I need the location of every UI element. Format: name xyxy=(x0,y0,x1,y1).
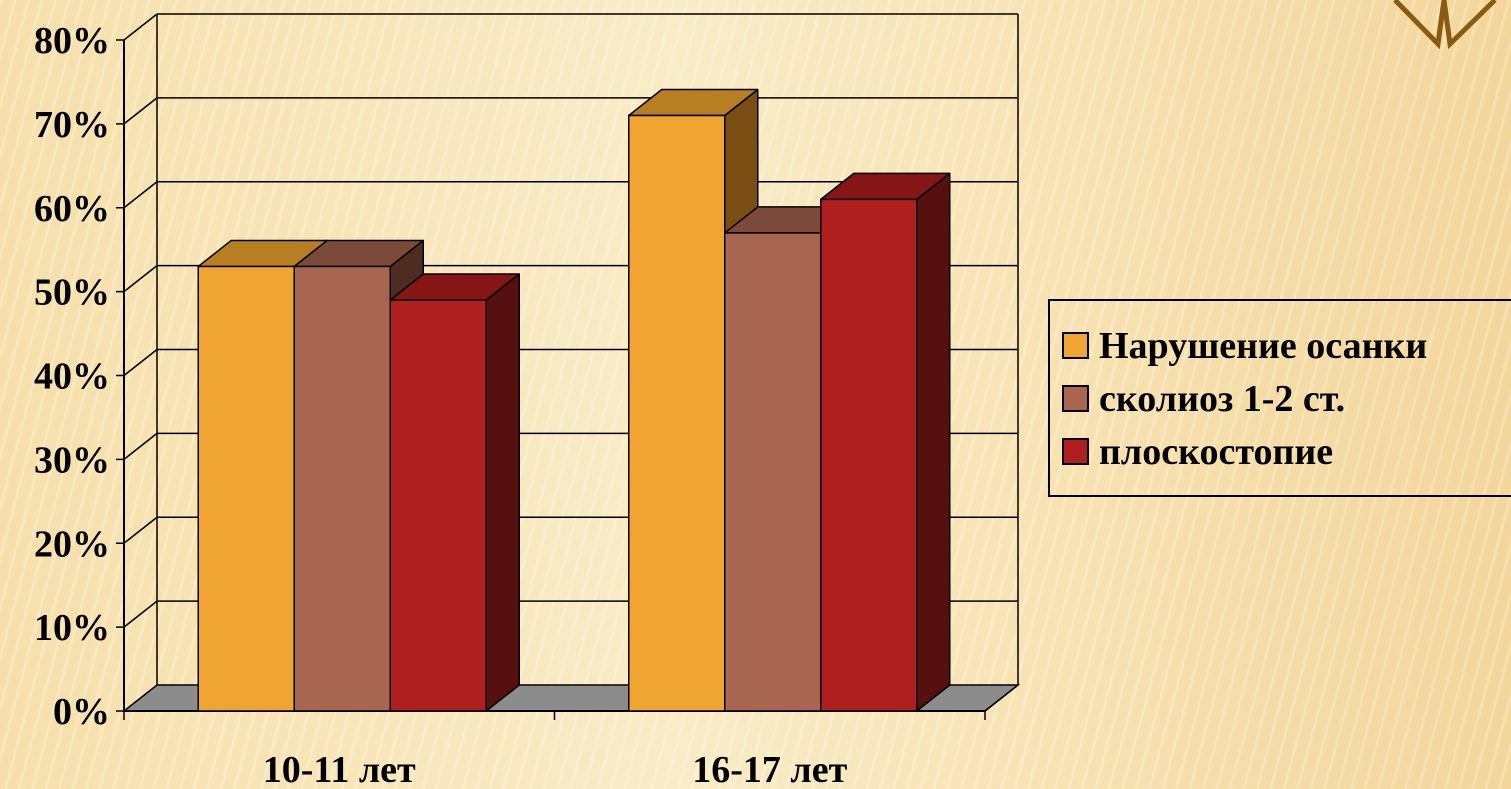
legend-item-series-3: плоскостопие xyxy=(1062,425,1511,478)
legend-item-series-2: сколиоз 1-2 ст. xyxy=(1062,372,1511,425)
floor-right-edge xyxy=(984,684,1019,712)
legend-label-series-1: Нарушение осанки xyxy=(1099,324,1428,367)
gridline-side-5 xyxy=(123,265,158,293)
bar-front-1-3 xyxy=(389,299,487,712)
bar-front-1-1 xyxy=(197,265,295,712)
chart-bars xyxy=(197,88,951,712)
legend-item-series-1: Нарушение осанки xyxy=(1062,319,1511,372)
gridline-side-1 xyxy=(123,600,158,628)
bar-front-2-1 xyxy=(628,114,726,712)
x-category-label-1: 10-11 лет xyxy=(263,749,416,789)
y-tick-label-7: 70% xyxy=(34,104,110,146)
x-category-label-2: 16-17 лет xyxy=(692,749,847,789)
y-tick-label-4: 40% xyxy=(34,356,110,398)
bar-1-series-3 xyxy=(389,273,520,712)
y-tick-label-3: 30% xyxy=(34,439,110,481)
y-tick-label-8: 80% xyxy=(34,20,110,62)
bar-front-2-2 xyxy=(724,232,822,712)
y-tick-label-1: 10% xyxy=(34,607,110,649)
y-tick-label-5: 50% xyxy=(34,272,110,314)
gridline-side-7 xyxy=(123,97,158,125)
gridline-side-2 xyxy=(123,516,158,544)
bar-front-2-3 xyxy=(820,198,918,712)
legend-swatch-series-1 xyxy=(1062,332,1089,359)
y-tick-label-6: 60% xyxy=(34,188,110,230)
legend-label-series-2: сколиоз 1-2 ст. xyxy=(1099,377,1346,420)
chart-labels: 0% 10% 20% 30% 40% 50% 60% 70% 80% 10-11 лет 16-17… xyxy=(34,20,848,789)
y-tick-label-2: 20% xyxy=(34,523,110,565)
gridline-side-8 xyxy=(123,13,158,41)
bar-2-series-3 xyxy=(820,172,951,712)
corner-ornament-icon xyxy=(1393,0,1497,50)
gridline-side-4 xyxy=(123,348,158,377)
gridline-side-6 xyxy=(123,181,158,209)
y-tick-label-0: 0% xyxy=(53,691,110,733)
legend-swatch-series-3 xyxy=(1062,438,1089,465)
legend-swatch-series-2 xyxy=(1062,385,1089,412)
bar-side-2-3 xyxy=(916,172,951,712)
bar-front-1-2 xyxy=(293,265,391,712)
legend-label-series-3: плоскостопие xyxy=(1099,430,1334,473)
gridline-side-3 xyxy=(123,432,158,460)
chart-legend: Нарушение осанки сколиоз 1-2 ст. плоскос… xyxy=(1048,299,1511,497)
bar-side-1-3 xyxy=(485,273,520,712)
